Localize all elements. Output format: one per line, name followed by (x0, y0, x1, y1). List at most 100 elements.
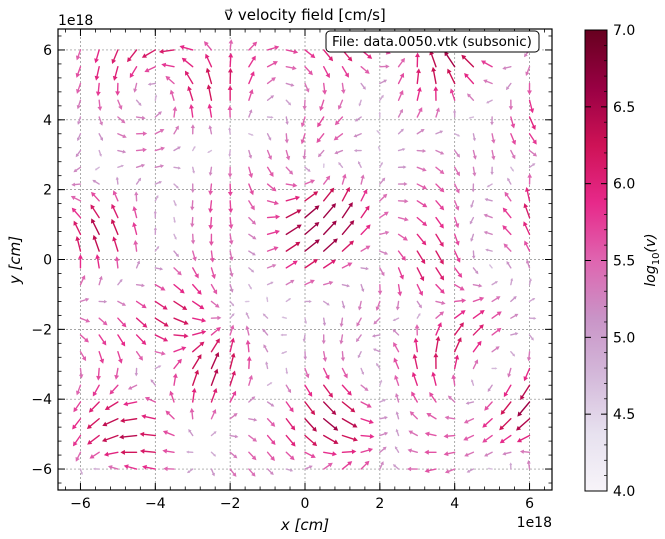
velocity-arrow (323, 451, 337, 457)
velocity-arrow (304, 205, 320, 219)
velocity-arrow (435, 183, 445, 193)
velocity-arrow (96, 367, 102, 381)
velocity-arrow (192, 283, 202, 295)
velocity-arrow (528, 149, 538, 157)
velocity-arrow (453, 310, 466, 319)
velocity-arrow (339, 317, 344, 328)
velocity-arrow (435, 311, 445, 319)
velocity-arrow (431, 371, 437, 386)
velocity-arrow (508, 99, 514, 111)
velocity-arrow (358, 99, 362, 107)
velocity-arrow (360, 447, 374, 453)
velocity-arrow (123, 401, 138, 407)
velocity-arrow (466, 468, 475, 473)
velocity-arrow (360, 283, 365, 293)
velocity-arrow (205, 53, 213, 68)
velocity-arrow (453, 149, 461, 158)
velocity-arrow (181, 57, 194, 68)
velocity-arrow (135, 131, 148, 136)
velocity-arrow (132, 206, 138, 219)
velocity-arrow (416, 148, 427, 153)
velocity-arrow (452, 109, 457, 118)
velocity-arrow (266, 183, 277, 192)
velocity-arrow (379, 461, 384, 470)
velocity-arrow (189, 407, 195, 420)
velocity-arrow (524, 186, 531, 202)
velocity-arrow (154, 195, 159, 202)
velocity-arrow (208, 216, 214, 230)
velocity-arrow (341, 401, 356, 413)
velocity-arrow (360, 460, 370, 470)
velocity-arrow (304, 191, 319, 202)
velocity-arrow (135, 300, 147, 309)
velocity-arrow (98, 351, 105, 364)
velocity-arrow (98, 133, 104, 142)
velocity-arrow (91, 191, 100, 202)
velocity-arrow (111, 203, 119, 219)
velocity-arrow (416, 233, 427, 246)
velocity-arrow (304, 179, 316, 185)
velocity-arrow (119, 434, 138, 440)
velocity-arrow (79, 317, 91, 323)
velocity-arrow (73, 166, 82, 173)
velocity-arrow (173, 250, 180, 258)
velocity-arrow (304, 465, 313, 470)
velocity-arrow (248, 71, 255, 85)
velocity-arrow (285, 451, 295, 461)
velocity-arrow (210, 326, 221, 336)
velocity-arrow (528, 99, 535, 114)
velocity-arrow (135, 99, 142, 106)
velocity-arrow (502, 451, 512, 456)
velocity-arrow (154, 300, 168, 310)
velocity-arrow (378, 111, 381, 118)
velocity-arrow (192, 300, 205, 310)
velocity-arrow (486, 99, 493, 104)
velocity-arrow (190, 216, 195, 228)
velocity-arrow (304, 279, 315, 286)
velocity-arrow (379, 177, 386, 185)
velocity-arrow (111, 49, 119, 65)
velocity-arrow (431, 66, 437, 85)
velocity-arrow (303, 351, 308, 361)
velocity-arrow (357, 300, 362, 311)
velocity-arrow (499, 418, 512, 431)
velocity-arrow (379, 230, 390, 236)
velocity-arrow (304, 49, 316, 59)
velocity-arrow (280, 333, 287, 337)
velocity-arrow (443, 433, 456, 439)
velocity-arrow (371, 334, 381, 338)
velocity-arrow (210, 408, 217, 420)
velocity-arrow (424, 431, 437, 437)
velocity-arrow (248, 233, 257, 240)
velocity-arrow (71, 207, 82, 219)
velocity-arrow (525, 259, 531, 269)
velocity-arrow (107, 465, 119, 470)
velocity-arrow (229, 250, 234, 261)
velocity-arrow (133, 240, 139, 252)
velocity-arrow (248, 468, 256, 477)
velocity-arrow (285, 468, 294, 472)
velocity-arrow (266, 382, 273, 386)
velocity-arrow (416, 183, 428, 190)
velocity-arrow (266, 149, 272, 161)
velocity-arrow (397, 147, 406, 152)
velocity-arrow (464, 451, 475, 457)
velocity-arrow (192, 267, 199, 279)
velocity-arrow (154, 350, 166, 356)
velocity-arrow (300, 133, 306, 145)
velocity-arrow (229, 352, 236, 370)
velocity-arrow (246, 356, 252, 370)
velocity-arrow (360, 367, 365, 376)
velocity-arrow (510, 296, 517, 303)
velocity-arrow (416, 86, 422, 101)
velocity-arrow (484, 197, 493, 202)
velocity-arrow (192, 250, 197, 262)
velocity-arrow (229, 413, 238, 420)
velocity-arrow (285, 241, 301, 252)
velocity-arrow (266, 246, 279, 252)
velocity-arrow (379, 211, 389, 219)
velocity-arrow (453, 283, 465, 291)
velocity-arrow (132, 222, 138, 236)
velocity-arrow (337, 99, 344, 110)
velocity-arrow (153, 210, 157, 219)
